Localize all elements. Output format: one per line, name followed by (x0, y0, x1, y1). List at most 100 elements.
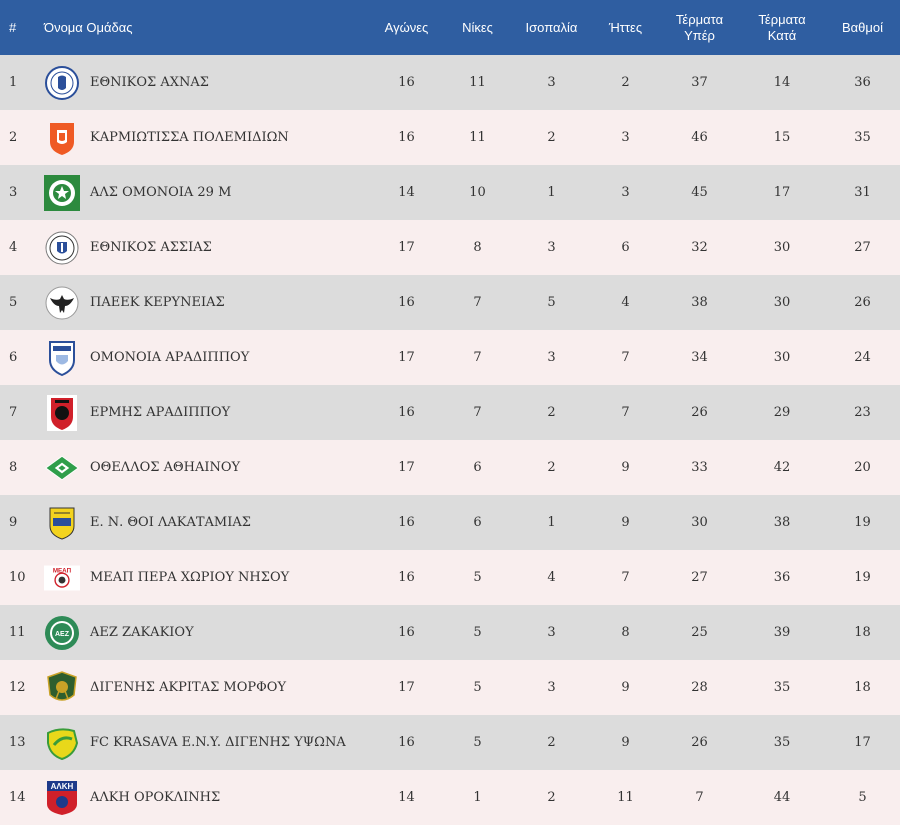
paeek-eagle-crest-icon (44, 285, 80, 321)
team-goals-against: 44 (773, 790, 791, 805)
team-goals-for: 25 (691, 625, 708, 640)
team-goals-against: 35 (773, 680, 791, 695)
team-name-link[interactable]: ΑΕΖ ΖΑΚΑΚΙΟΥ (90, 625, 194, 640)
team-name-link[interactable]: ΔΙΓΕΝΗΣ ΑΚΡΙΤΑΣ ΜΟΡΦΟΥ (90, 680, 287, 695)
table-row: 1 ΕΘΝΙΚΟΣ ΑΧΝΑΣ 16 11 3 2 37 14 36 (0, 55, 900, 110)
team-goals-for: 38 (691, 295, 708, 310)
ethnikos-achnas-crest-icon (44, 65, 80, 101)
team-position: 8 (9, 460, 18, 475)
svg-text:ΜΕΑΠ: ΜΕΑΠ (53, 567, 72, 574)
aez-zakakiou-crest-icon: ΑΕΖ (44, 615, 80, 651)
svg-text:ΑΛΚΗ: ΑΛΚΗ (51, 782, 74, 791)
krasava-crest-icon (44, 725, 80, 761)
team-name-link[interactable]: ΚΑΡΜΙΩΤΙΣΣΑ ΠΟΛΕΜΙΔΙΩΝ (90, 130, 289, 145)
header-losses: Ήττες (608, 19, 643, 35)
team-goals-for: 26 (691, 405, 708, 420)
team-points: 26 (854, 295, 871, 310)
team-draws: 3 (547, 625, 556, 640)
table-row: 11 ΑΕΖ ΑΕΖ ΖΑΚΑΚΙΟΥ 16 5 3 8 25 39 18 (0, 605, 900, 660)
team-goals-against: 39 (773, 625, 791, 640)
team-wins: 7 (473, 350, 482, 365)
table-row: 6 ΟΜΟΝΟΙΑ ΑΡΑΔΙΠΠΟΥ 17 7 3 7 34 30 24 (0, 330, 900, 385)
team-points: 24 (854, 350, 871, 365)
digenis-morfou-crest-icon (44, 670, 80, 706)
team-goals-for: 26 (691, 735, 708, 750)
team-position: 1 (9, 75, 18, 90)
karmiotissa-crest-icon (44, 120, 80, 156)
team-losses: 6 (621, 240, 630, 255)
table-row: 3 ΑΛΣ ΟΜΟΝΟΙΑ 29 Μ 14 10 1 3 45 17 31 (0, 165, 900, 220)
team-cell: ΟΘΕΛΛΟΣ ΑΘΗΑΙΝΟΥ (40, 440, 370, 495)
team-wins: 10 (469, 185, 486, 200)
team-draws: 2 (547, 130, 556, 145)
team-position: 7 (9, 405, 18, 420)
table-row: 10 ΜΕΑΠ ΜΕΑΠ ΠΕΡΑ ΧΩΡΙΟΥ ΝΗΣΟΥ 16 5 4 7 27 36 19 (0, 550, 900, 605)
team-draws: 2 (547, 405, 556, 420)
table-row: 8 ΟΘΕΛΛΟΣ ΑΘΗΑΙΝΟΥ 17 6 2 9 33 42 20 (0, 440, 900, 495)
team-points: 27 (854, 240, 871, 255)
team-goals-against: 15 (773, 130, 791, 145)
team-points: 31 (854, 185, 871, 200)
team-losses: 9 (621, 735, 630, 750)
team-name-link[interactable]: ΠΑΕΕΚ ΚΕΡΥΝΕΙΑΣ (90, 295, 225, 310)
team-cell: ΚΑΡΜΙΩΤΙΣΣΑ ΠΟΛΕΜΙΔΙΩΝ (40, 110, 370, 165)
table-row: 5 ΠΑΕΕΚ ΚΕΡΥΝΕΙΑΣ 16 7 5 4 38 30 26 (0, 275, 900, 330)
team-goals-against: 30 (773, 240, 791, 255)
team-losses: 4 (621, 295, 630, 310)
team-name-link[interactable]: ΟΘΕΛΛΟΣ ΑΘΗΑΙΝΟΥ (90, 460, 241, 475)
team-wins: 1 (473, 790, 482, 805)
team-played: 17 (398, 460, 415, 475)
team-wins: 5 (473, 735, 482, 750)
header-position: # (9, 19, 17, 35)
team-wins: 8 (473, 240, 482, 255)
team-goals-for: 34 (691, 350, 708, 365)
team-cell: FC KRASAVA E.N.Y. ΔΙΓΕΝΗΣ ΥΨΩΝΑ (40, 715, 370, 770)
team-goals-against: 30 (773, 295, 791, 310)
team-goals-for: 28 (691, 680, 708, 695)
header-draws: Ισοπαλία (525, 19, 578, 35)
team-played: 14 (398, 185, 415, 200)
team-points: 19 (854, 570, 871, 585)
team-position: 5 (9, 295, 18, 310)
team-goals-for: 27 (691, 570, 708, 585)
team-losses: 8 (621, 625, 630, 640)
team-name-link[interactable]: ΜΕΑΠ ΠΕΡΑ ΧΩΡΙΟΥ ΝΗΣΟΥ (90, 570, 290, 585)
team-draws: 2 (547, 790, 556, 805)
team-wins: 5 (473, 625, 482, 640)
team-name-link[interactable]: ΑΛΚΗ ΟΡΟΚΛΙΝΗΣ (90, 790, 221, 805)
team-name-link[interactable]: ΟΜΟΝΟΙΑ ΑΡΑΔΙΠΠΟΥ (90, 350, 250, 365)
team-position: 10 (9, 570, 26, 585)
ethnikos-assias-crest-icon (44, 230, 80, 266)
team-position: 12 (9, 680, 26, 695)
team-name-link[interactable]: Ε. Ν. ΘΟΙ ΛΑΚΑΤΑΜΙΑΣ (90, 515, 251, 530)
team-name-link[interactable]: FC KRASAVA E.N.Y. ΔΙΓΕΝΗΣ ΥΨΩΝΑ (90, 735, 346, 750)
ermis-aradippou-crest-icon (44, 394, 80, 431)
header-goals-for: Τέρματα Υπέρ (675, 11, 724, 43)
team-name-link[interactable]: ΑΛΣ ΟΜΟΝΟΙΑ 29 Μ (90, 185, 232, 200)
team-losses: 3 (621, 130, 630, 145)
team-cell: ΕΡΜΗΣ ΑΡΑΔΙΠΠΟΥ (40, 385, 370, 440)
team-losses: 9 (621, 515, 630, 530)
team-losses: 7 (621, 405, 630, 420)
team-name-link[interactable]: ΕΘΝΙΚΟΣ ΑΧΝΑΣ (90, 75, 209, 90)
team-played: 17 (398, 680, 415, 695)
team-wins: 6 (473, 515, 482, 530)
table-row: 14 ΑΛΚΗ ΑΛΚΗ ΟΡΟΚΛΙΝΗΣ 14 1 2 11 7 44 5 (0, 770, 900, 825)
team-played: 16 (398, 295, 415, 310)
team-played: 17 (398, 240, 415, 255)
team-cell: ΟΜΟΝΟΙΑ ΑΡΑΔΙΠΠΟΥ (40, 330, 370, 385)
team-name-link[interactable]: ΕΘΝΙΚΟΣ ΑΣΣΙΑΣ (90, 240, 212, 255)
team-name-link[interactable]: ΕΡΜΗΣ ΑΡΑΔΙΠΠΟΥ (90, 405, 231, 420)
team-points: 19 (854, 515, 871, 530)
header-wins: Νίκες (462, 19, 493, 35)
team-position: 3 (9, 185, 18, 200)
team-goals-for: 46 (691, 130, 708, 145)
team-played: 16 (398, 75, 415, 90)
table-row: 2 ΚΑΡΜΙΩΤΙΣΣΑ ΠΟΛΕΜΙΔΙΩΝ 16 11 2 3 46 15 35 (0, 110, 900, 165)
table-row: 12 ΔΙΓΕΝΗΣ ΑΚΡΙΤΑΣ ΜΟΡΦΟΥ 17 5 3 9 28 35 18 (0, 660, 900, 715)
team-goals-against: 29 (773, 405, 791, 420)
team-goals-against: 17 (773, 185, 791, 200)
team-wins: 5 (473, 570, 482, 585)
team-draws: 2 (547, 460, 556, 475)
team-played: 16 (398, 570, 415, 585)
